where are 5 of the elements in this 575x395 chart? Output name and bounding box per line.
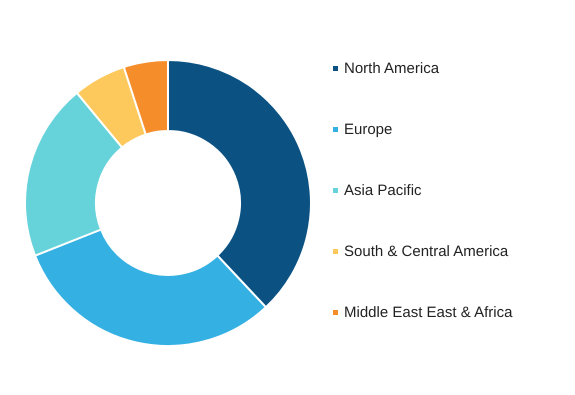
legend-label: North America xyxy=(344,60,440,77)
legend-label: Europe xyxy=(344,121,392,138)
legend-label: Asia Pacific xyxy=(344,182,422,199)
legend-label: Middle East East & Africa xyxy=(344,304,514,321)
legend-label: South & Central America xyxy=(344,243,509,260)
